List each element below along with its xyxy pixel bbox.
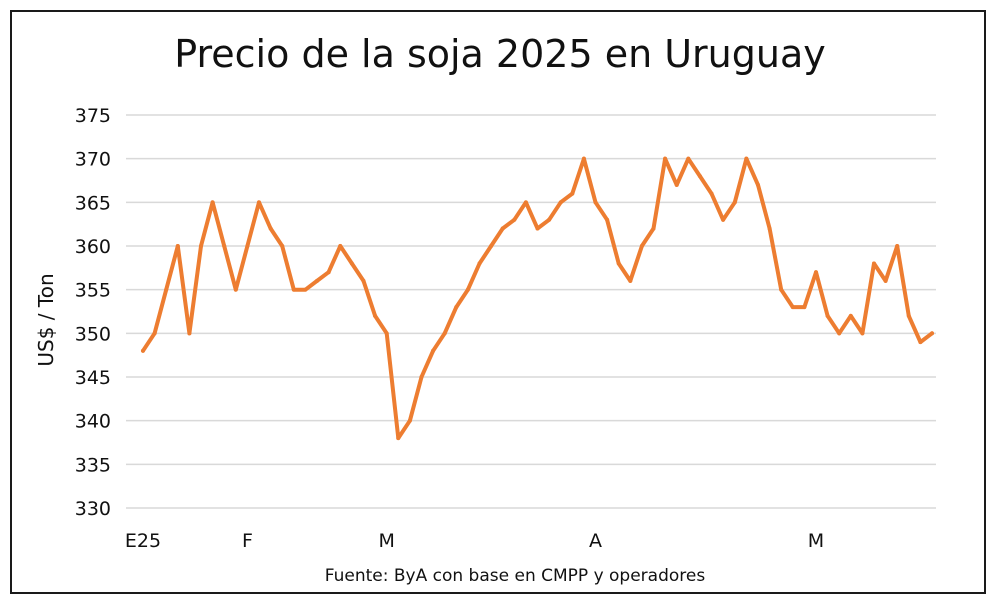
data-point bbox=[616, 261, 621, 266]
data-point bbox=[442, 331, 447, 336]
data-point bbox=[825, 313, 830, 318]
data-point bbox=[744, 156, 749, 161]
data-point bbox=[489, 244, 494, 248]
y-tick-label: 340 bbox=[75, 411, 111, 433]
data-point bbox=[373, 313, 378, 318]
data-point bbox=[755, 182, 760, 187]
data-point bbox=[268, 226, 273, 231]
data-point bbox=[315, 278, 320, 283]
data-point bbox=[721, 217, 726, 222]
y-tick-label: 335 bbox=[75, 454, 111, 476]
data-point bbox=[593, 200, 598, 205]
y-tick-label: 370 bbox=[75, 149, 111, 171]
data-point bbox=[790, 305, 795, 310]
source-note: Fuente: ByA con base en CMPP y operadore… bbox=[324, 566, 706, 586]
data-point bbox=[419, 375, 424, 379]
data-point bbox=[361, 278, 366, 283]
data-point bbox=[465, 287, 470, 292]
x-tick-label: A bbox=[589, 530, 602, 552]
gridlines bbox=[126, 114, 936, 509]
data-point bbox=[605, 217, 610, 222]
data-point bbox=[407, 418, 412, 423]
data-point bbox=[837, 331, 842, 336]
data-point bbox=[813, 270, 818, 275]
data-point bbox=[152, 331, 157, 336]
data-point bbox=[187, 331, 192, 336]
data-point bbox=[349, 261, 354, 266]
series-points bbox=[141, 156, 934, 441]
y-tick-label: 350 bbox=[75, 323, 111, 345]
data-point bbox=[326, 270, 331, 275]
data-point bbox=[396, 436, 401, 441]
data-point bbox=[454, 305, 459, 310]
y-tick-label: 345 bbox=[75, 367, 111, 389]
data-point bbox=[338, 244, 343, 248]
data-point bbox=[523, 200, 528, 205]
data-point bbox=[233, 287, 238, 292]
data-point bbox=[291, 287, 296, 292]
data-point bbox=[628, 278, 633, 283]
data-point bbox=[257, 200, 262, 205]
data-point bbox=[280, 244, 285, 248]
data-point bbox=[570, 191, 575, 196]
y-tick-label: 375 bbox=[75, 105, 111, 127]
data-point bbox=[860, 331, 865, 336]
data-point bbox=[431, 348, 436, 353]
data-point bbox=[500, 226, 505, 231]
data-point bbox=[779, 287, 784, 292]
data-point bbox=[709, 191, 714, 196]
data-point bbox=[303, 287, 308, 292]
data-point bbox=[697, 174, 702, 179]
data-point bbox=[581, 156, 586, 161]
data-point bbox=[883, 278, 888, 283]
data-point bbox=[477, 261, 482, 266]
data-point bbox=[210, 200, 215, 205]
data-point bbox=[651, 226, 656, 231]
data-point bbox=[930, 331, 934, 336]
data-point bbox=[732, 200, 737, 205]
y-tick-label: 365 bbox=[75, 192, 111, 214]
y-axis-label: US$ / Ton bbox=[34, 273, 58, 366]
data-point bbox=[663, 156, 668, 161]
data-point bbox=[639, 244, 644, 248]
data-point bbox=[141, 348, 145, 353]
data-point bbox=[558, 200, 563, 205]
data-point bbox=[175, 244, 180, 248]
data-point bbox=[848, 313, 853, 318]
data-point bbox=[512, 217, 517, 222]
data-point bbox=[535, 226, 540, 231]
data-point bbox=[164, 287, 169, 292]
y-tick-label: 360 bbox=[75, 236, 111, 258]
x-tick-label: M bbox=[378, 530, 394, 552]
y-tick-label: 355 bbox=[75, 280, 111, 302]
x-tick-label: F bbox=[242, 530, 253, 552]
data-point bbox=[906, 313, 911, 318]
series-line bbox=[141, 156, 934, 441]
chart-title: Precio de la soja 2025 en Uruguay bbox=[174, 32, 826, 76]
data-point bbox=[895, 244, 900, 248]
data-point bbox=[245, 244, 250, 248]
data-point bbox=[871, 261, 876, 266]
data-point bbox=[199, 244, 204, 248]
data-point bbox=[674, 182, 679, 187]
x-tick-label: E25 bbox=[125, 530, 161, 552]
y-axis-ticks: 330 335 340 345 350 355 360 365 370 375 bbox=[75, 105, 111, 520]
y-tick-label: 330 bbox=[75, 498, 111, 520]
x-axis-ticks: E25 F M A M bbox=[125, 530, 824, 552]
data-point bbox=[384, 331, 389, 336]
data-point bbox=[767, 226, 772, 231]
data-point bbox=[686, 156, 691, 161]
data-point bbox=[802, 305, 807, 310]
data-point bbox=[918, 340, 923, 345]
x-tick-label: M bbox=[808, 530, 824, 552]
data-point bbox=[222, 244, 227, 248]
data-point bbox=[547, 217, 552, 222]
